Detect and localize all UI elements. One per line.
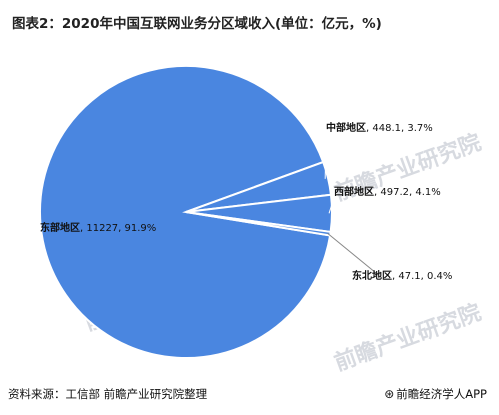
slice-label-1: 东部地区, 11227, 91.9% — [40, 221, 156, 234]
slice-label-4: 东北地区, 47.1, 0.4% — [352, 269, 452, 282]
pie-slice-1 — [39, 65, 332, 359]
chart-title: 图表2：2020年中国互联网业务分区域收入(单位：亿元，%) — [12, 16, 382, 32]
qianzhan-logo-icon: ⊛ — [384, 387, 395, 401]
brand: ⊛ 前瞻经济学人APP — [384, 386, 487, 402]
brand-text: 前瞻经济学人APP — [396, 387, 487, 401]
slice-label-value: , 497.2, 4.1% — [374, 187, 441, 198]
slice-label-2: 中部地区, 448.1, 3.7% — [326, 121, 433, 134]
slice-label-name: 东部地区 — [40, 221, 80, 234]
source-note: 资料来源：工信部 前瞻产业研究院整理 — [8, 387, 208, 401]
slice-label-name: 中部地区 — [326, 121, 366, 134]
slice-label-value: , 448.1, 3.7% — [366, 123, 433, 134]
leader-line-2 — [324, 135, 327, 179]
slice-label-value: , 11227, 91.9% — [80, 223, 156, 234]
slice-label-3: 西部地区, 497.2, 4.1% — [334, 185, 441, 198]
slice-label-name: 西部地区 — [334, 185, 374, 198]
leader-line-3 — [328, 197, 335, 214]
leader-line-4 — [327, 232, 377, 274]
slice-label-value: , 47.1, 0.4% — [392, 271, 452, 282]
slice-label-name: 东北地区 — [352, 269, 392, 282]
